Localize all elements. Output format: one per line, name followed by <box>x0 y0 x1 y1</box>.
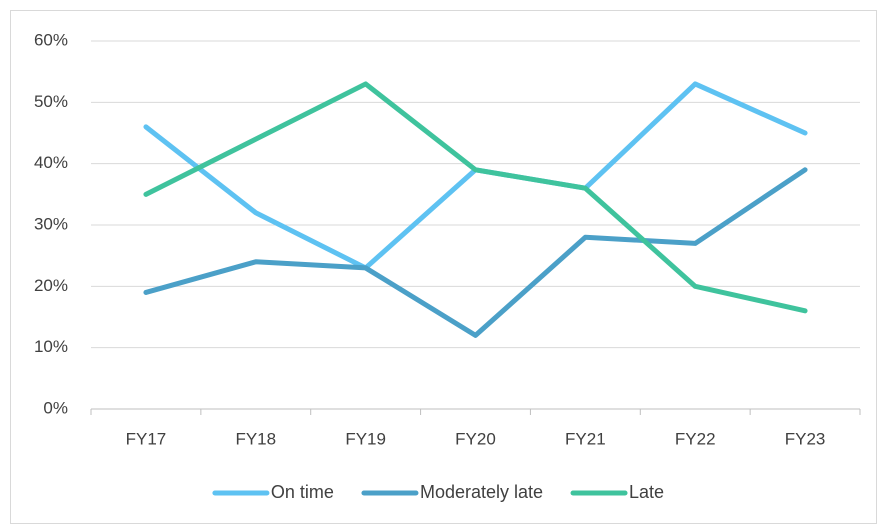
y-tick-label: 10% <box>34 337 68 356</box>
x-tick-label: FY21 <box>565 429 606 448</box>
y-tick-label: 30% <box>34 214 68 233</box>
legend-label: On time <box>271 482 334 502</box>
y-tick-label: 0% <box>43 398 68 417</box>
chart-frame <box>10 10 877 524</box>
x-tick-label: FY19 <box>345 429 386 448</box>
y-tick-label: 20% <box>34 276 68 295</box>
y-tick-label: 60% <box>34 30 68 49</box>
x-tick-label: FY17 <box>126 429 167 448</box>
legend-label: Late <box>629 482 664 502</box>
y-tick-label: 50% <box>34 92 68 111</box>
series-line <box>143 167 808 338</box>
y-tick-label: 40% <box>34 153 68 172</box>
x-tick-label: FY20 <box>455 429 496 448</box>
series-line <box>143 81 808 314</box>
legend-label: Moderately late <box>420 482 543 502</box>
x-tick-label: FY23 <box>785 429 826 448</box>
x-tick-label: FY22 <box>675 429 716 448</box>
x-tick-label: FY18 <box>235 429 276 448</box>
